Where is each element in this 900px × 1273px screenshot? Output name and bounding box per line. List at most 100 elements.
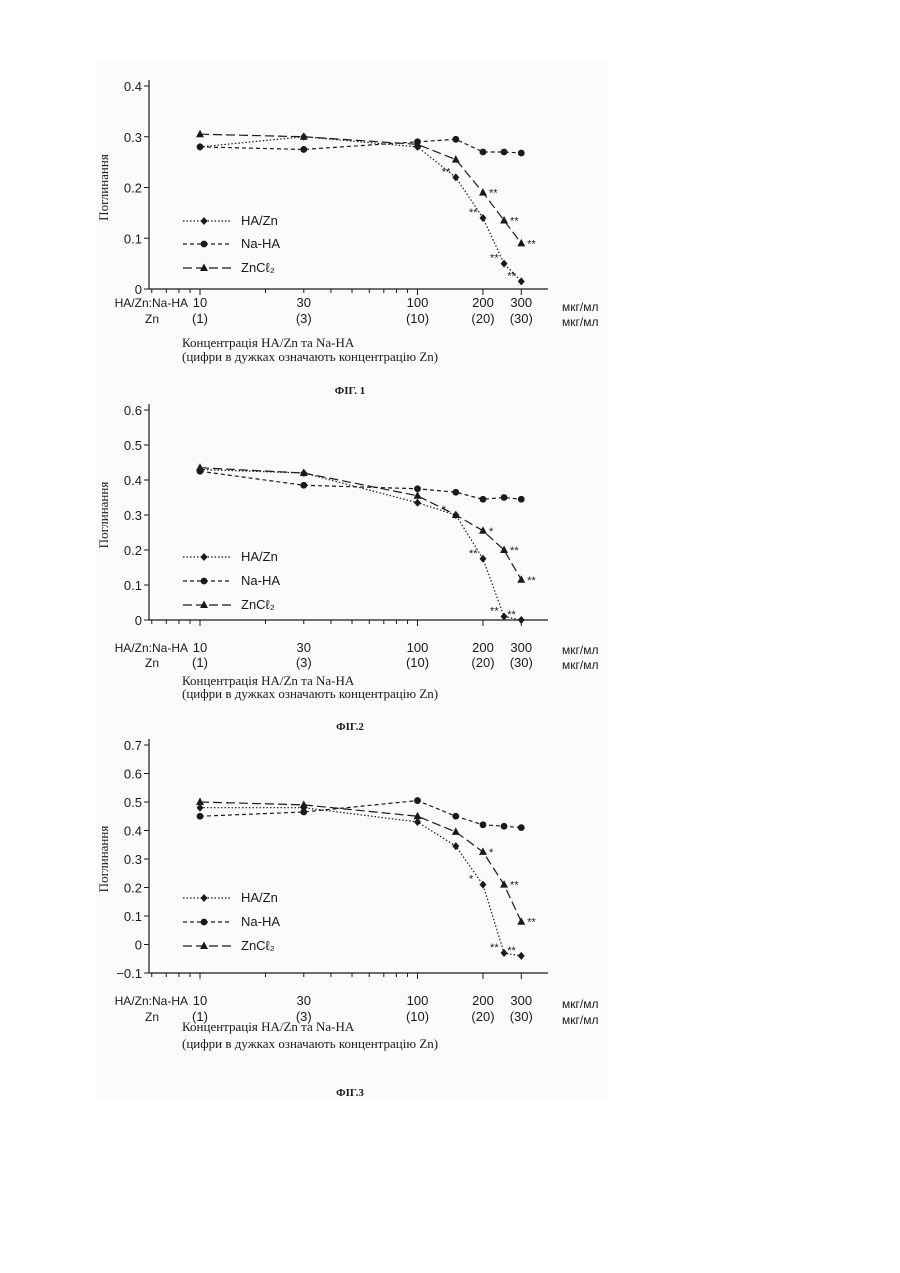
x-tick-sublabel: (1) (192, 655, 208, 670)
legend-marker-triangle (200, 942, 208, 950)
data-point-circle (501, 149, 508, 156)
significance-mark: ** (490, 942, 499, 954)
x-tick-label: 30 (297, 640, 311, 655)
x-tick-sublabel: (3) (296, 655, 312, 670)
y-tick-label: 0.4 (124, 79, 142, 94)
y-axis-label: Поглинання (96, 482, 111, 549)
data-point-diamond (452, 173, 459, 181)
data-point-circle (501, 823, 508, 830)
data-point-triangle (479, 847, 487, 855)
y-tick-label: 0.3 (124, 130, 142, 145)
data-point-circle (414, 797, 421, 804)
legend-label: HA/Zn (241, 890, 278, 905)
data-point-circle (480, 496, 487, 503)
caption-line-2: (цифри в дужках означають концентрацію Z… (182, 1036, 438, 1051)
data-point-triangle (517, 575, 525, 583)
x-tick-sublabel: (1) (192, 311, 208, 326)
x-tick-label: 10 (193, 640, 207, 655)
x-tick-sublabel: (3) (296, 311, 312, 326)
data-point-triangle (452, 827, 460, 835)
x-tick-sublabel: (20) (471, 311, 494, 326)
x-tick-sublabel: (10) (406, 1009, 429, 1024)
legend-label: Na-HA (241, 236, 280, 251)
legend-label: ZnCℓ₂ (241, 597, 275, 612)
y-tick-label: 0.1 (124, 909, 142, 924)
y-tick-label: 0.2 (124, 543, 142, 558)
data-point-circle (480, 149, 487, 156)
units-label: мкг/мл (562, 643, 598, 657)
x-tick-label: 300 (510, 295, 532, 310)
y-tick-label: 0.3 (124, 508, 142, 523)
y-tick-label: 0 (135, 613, 142, 628)
data-point-triangle (196, 463, 204, 471)
x-tick-sublabel: (20) (471, 1009, 494, 1024)
patent-figure-page: 00.10.20.30.410(1)30(3)100(10)200(20)300… (0, 0, 900, 1273)
data-point-triangle (196, 130, 204, 138)
legend-label: ZnCℓ₂ (241, 260, 275, 275)
data-point-circle (300, 146, 307, 153)
y-tick-label: 0.2 (124, 881, 142, 896)
significance-mark: ** (527, 238, 536, 250)
units-label-zn: мкг/мл (562, 315, 598, 329)
y-tick-label: 0.3 (124, 852, 142, 867)
data-point-circle (300, 809, 307, 816)
data-point-circle (197, 813, 204, 820)
data-point-triangle (517, 917, 525, 925)
caption-line-2: (цифри в дужках означають концентрацію Z… (182, 686, 438, 701)
legend-marker-circle (201, 919, 208, 926)
significance-mark: * (489, 847, 494, 859)
x-tick-label: 30 (297, 295, 311, 310)
header-ratio-label: HA/Zn:Na-HA (115, 296, 188, 310)
x-tick-sublabel: (30) (510, 655, 533, 670)
data-point-diamond (518, 616, 525, 624)
x-tick-label: 300 (510, 640, 532, 655)
x-tick-sublabel: (30) (510, 1009, 533, 1024)
data-point-circle (300, 482, 307, 489)
significance-mark: ** (442, 166, 451, 178)
data-point-circle (480, 821, 487, 828)
legend-marker-triangle (200, 601, 208, 609)
significance-mark: ** (510, 880, 519, 892)
legend-marker-circle (201, 241, 208, 248)
legend-marker-triangle (200, 264, 208, 272)
x-tick-label: 200 (472, 295, 494, 310)
data-point-circle (452, 136, 459, 143)
data-point-diamond (501, 260, 508, 268)
legend-label: HA/Zn (241, 213, 278, 228)
data-point-triangle (479, 526, 487, 534)
data-point-circle (501, 494, 508, 501)
x-tick-sublabel: (30) (510, 311, 533, 326)
x-tick-label: 300 (510, 993, 532, 1008)
data-point-diamond (518, 277, 525, 285)
units-label-zn: мкг/мл (562, 1013, 598, 1027)
y-tick-label: 0.2 (124, 181, 142, 196)
data-point-diamond (518, 952, 525, 960)
significance-mark: ** (469, 207, 478, 219)
x-tick-label: 200 (472, 640, 494, 655)
data-point-circle (452, 813, 459, 820)
series-line-circle (200, 801, 521, 828)
data-point-triangle (500, 546, 508, 554)
legend-label: Na-HA (241, 914, 280, 929)
y-tick-label: 0.6 (124, 403, 142, 418)
figure-label: ФІГ.3 (336, 1087, 364, 1099)
y-tick-label: 0.7 (124, 738, 142, 753)
chart-3: −0.100.10.20.30.40.50.60.710(1)30(3)100(… (96, 738, 598, 1099)
header-zn-label: Zn (145, 656, 159, 670)
significance-mark: ** (510, 545, 519, 557)
data-point-triangle (517, 239, 525, 247)
data-point-circle (518, 824, 525, 831)
x-tick-label: 10 (193, 993, 207, 1008)
header-zn-label: Zn (145, 312, 159, 326)
data-point-circle (197, 144, 204, 151)
chart-2: 00.10.20.30.40.50.610(1)30(3)100(10)200(… (96, 403, 598, 733)
units-label-zn: мкг/мл (562, 658, 598, 672)
caption-line-1: Концентрація HA/Zn та Na-HA (182, 1019, 355, 1034)
data-point-circle (414, 485, 421, 492)
legend-marker-circle (201, 578, 208, 585)
significance-mark: * (469, 874, 474, 886)
data-point-triangle (479, 188, 487, 196)
data-point-diamond (479, 555, 486, 563)
significance-mark: ** (527, 917, 536, 929)
y-tick-label: 0.4 (124, 473, 142, 488)
